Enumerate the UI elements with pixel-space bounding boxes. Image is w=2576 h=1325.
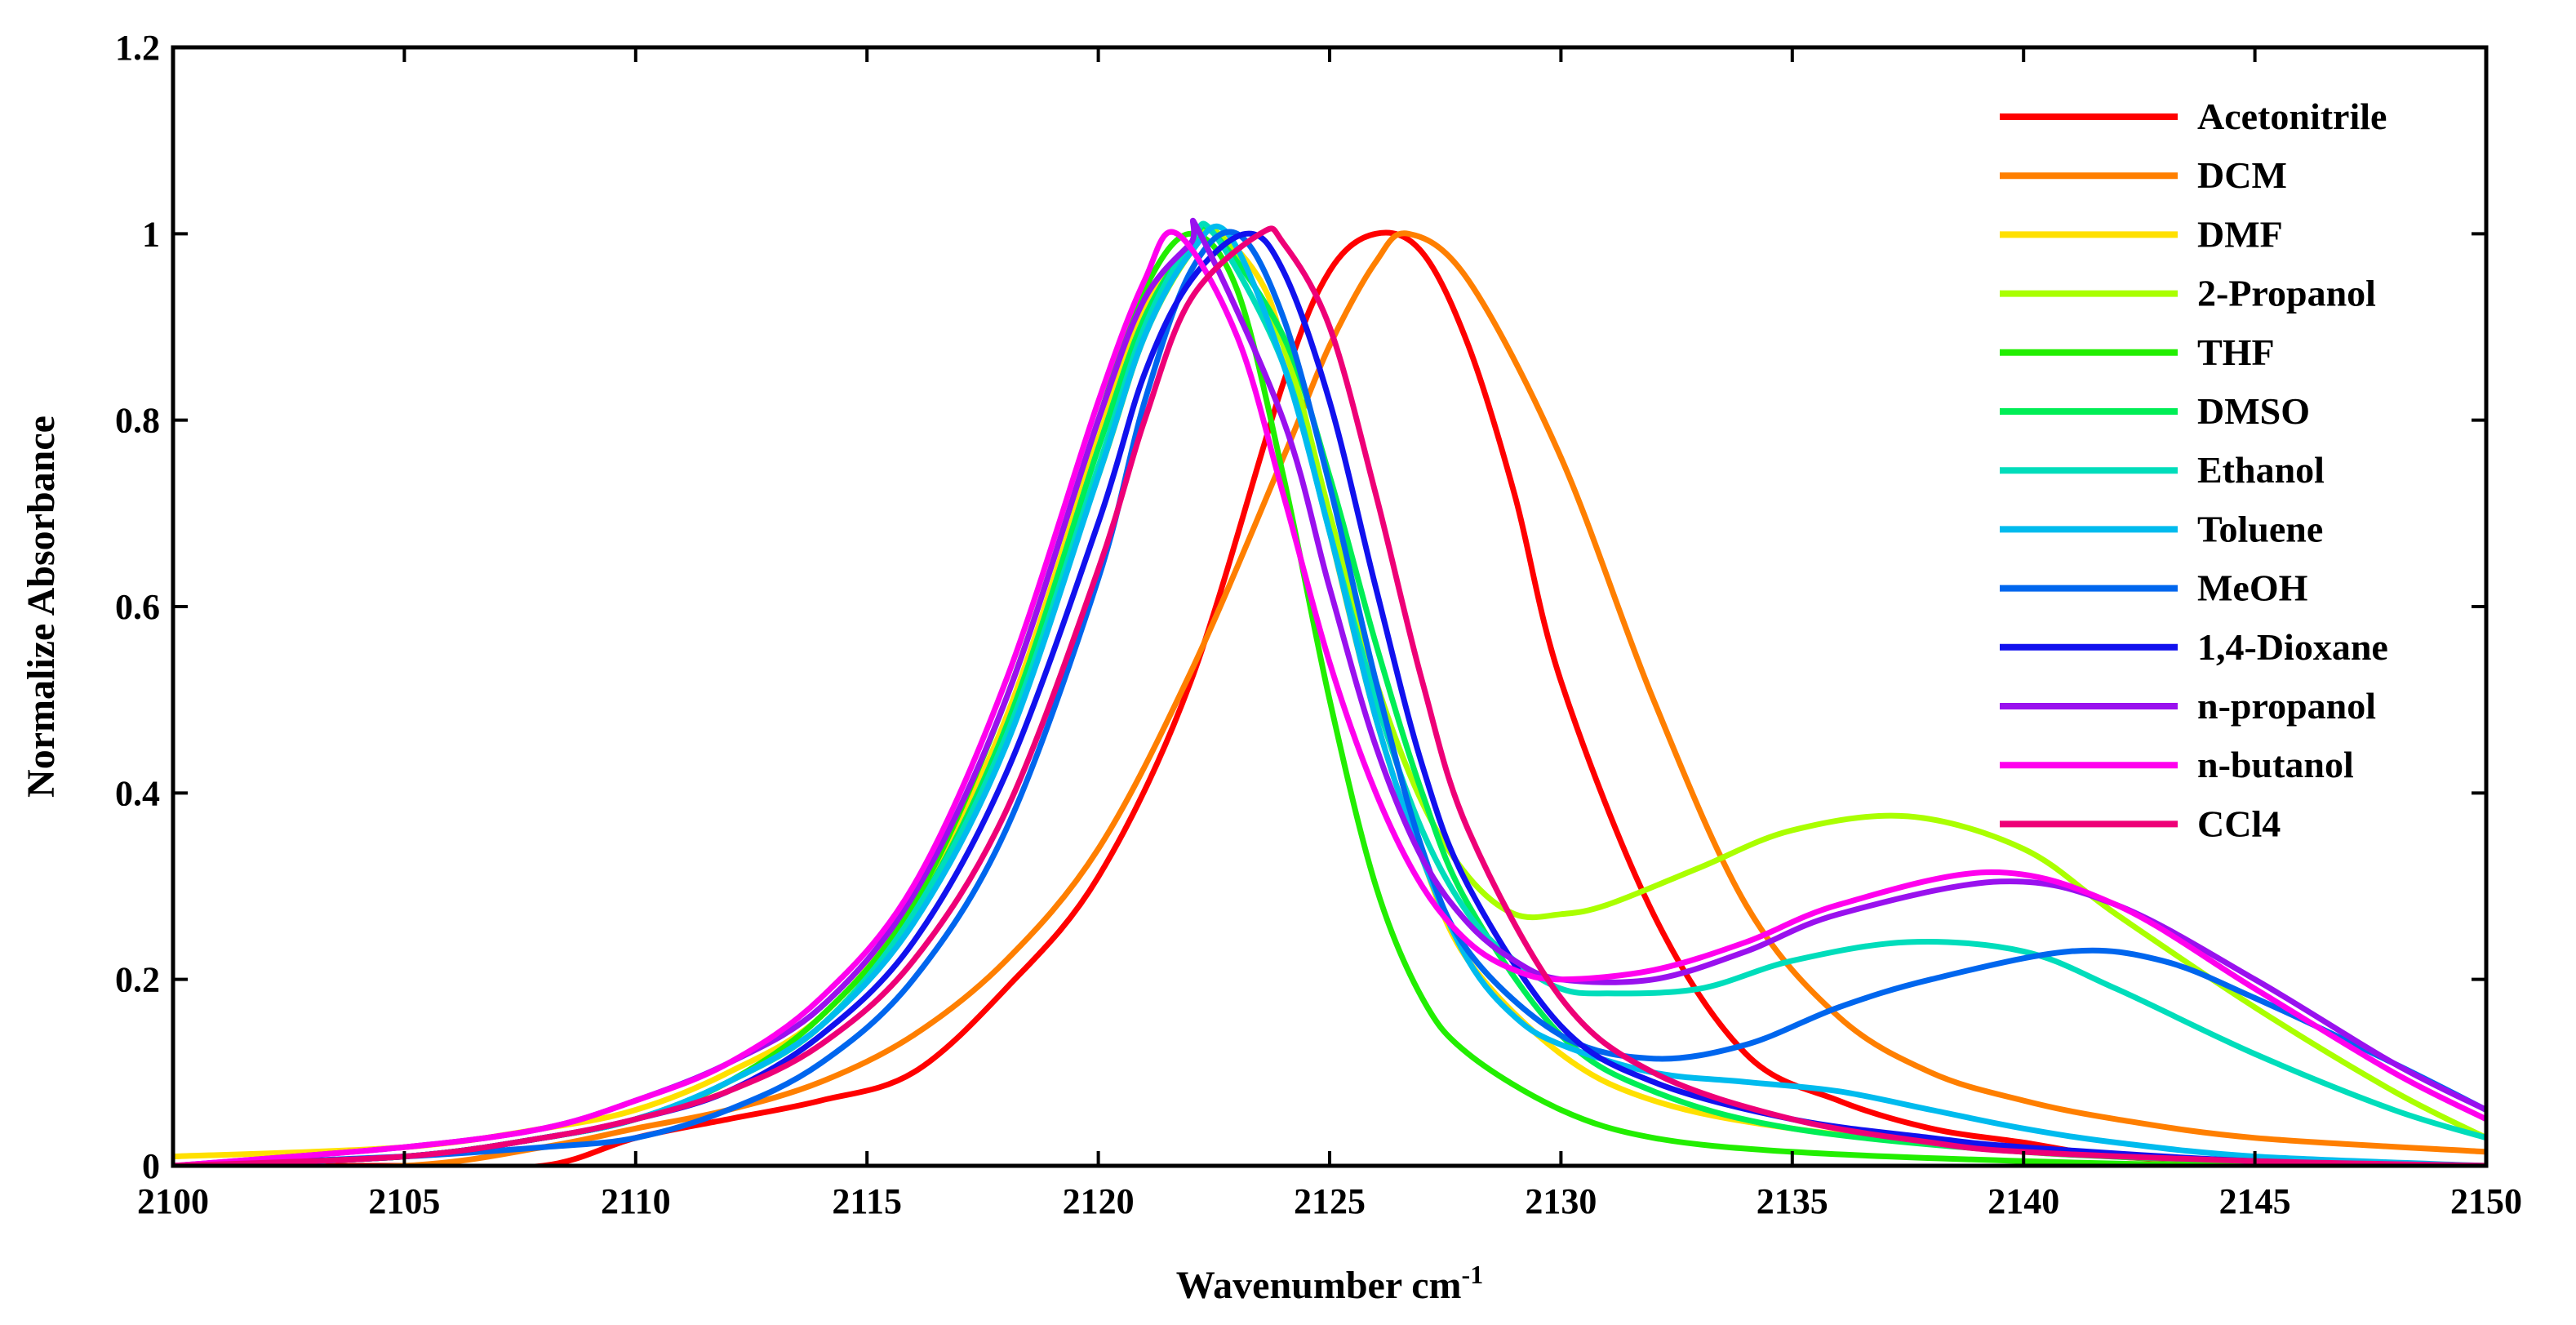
x-tick-label: 2125 (1294, 1181, 1366, 1221)
legend-label-n-propanol: n-propanol (2197, 685, 2376, 727)
legend-label-1-4-dioxane: 1,4-Dioxane (2197, 626, 2388, 668)
x-tick-label: 2135 (1757, 1181, 1828, 1221)
legend-label-2-propanol: 2-Propanol (2197, 273, 2376, 314)
legend-label-dmso: DMSO (2197, 390, 2310, 432)
y-tick-label: 1 (142, 214, 160, 254)
x-tick-label: 2130 (1525, 1181, 1597, 1221)
x-tick-label: 2100 (137, 1181, 209, 1221)
x-axis-title-text: Wavenumber cm (1176, 1264, 1462, 1307)
series-clip-group (173, 217, 2486, 1166)
ticks-group: 2100 2105 2110 2115 2120 2125 2130 2135 2140 2145… (115, 28, 2522, 1221)
series-line-acetonitrile (173, 229, 2486, 1166)
legend-label-ethanol: Ethanol (2197, 449, 2325, 491)
legend-label-dcm: DCM (2197, 154, 2287, 196)
series-line-n-butanol (173, 229, 2486, 1166)
legend: Acetonitrile DCM DMF 2-Propanol THF DMSO Ethan… (2000, 96, 2388, 844)
x-tick-label: 2140 (1988, 1181, 2059, 1221)
legend-label-acetonitrile: Acetonitrile (2197, 96, 2387, 137)
y-tick-label: 0.2 (115, 960, 160, 1000)
y-tick-label: 0 (142, 1146, 160, 1186)
legend-label-ccl4: CCl4 (2197, 803, 2281, 844)
y-tick-label: 0.4 (115, 773, 160, 813)
y-tick-label: 0.6 (115, 587, 160, 627)
legend-label-n-butanol: n-butanol (2197, 744, 2354, 785)
legend-label-thf: THF (2197, 331, 2275, 373)
x-axis-title: Wavenumber cm-1 (1176, 1260, 1483, 1307)
series-line-toluene (173, 223, 2486, 1166)
series-line-meoh (173, 229, 2486, 1166)
series-line-ccl4 (173, 225, 2486, 1166)
x-tick-label: 2115 (832, 1181, 902, 1221)
legend-label-dmf: DMF (2197, 213, 2283, 255)
x-tick-label: 2105 (368, 1181, 440, 1221)
x-tick-label: 2150 (2450, 1181, 2522, 1221)
legend-label-toluene: Toluene (2197, 508, 2323, 549)
y-tick-label: 1.2 (115, 28, 160, 68)
y-axis-title: Normalize Absorbance (20, 416, 63, 798)
x-tick-label: 2120 (1063, 1181, 1135, 1221)
x-tick-label: 2145 (2219, 1181, 2291, 1221)
legend-label-meoh: MeOH (2197, 567, 2308, 609)
series-line-thf (173, 230, 2486, 1166)
y-tick-label: 0.8 (115, 401, 160, 441)
series-group (173, 217, 2486, 1166)
x-axis-title-superscript: -1 (1462, 1260, 1484, 1289)
x-tick-label: 2110 (601, 1181, 671, 1221)
